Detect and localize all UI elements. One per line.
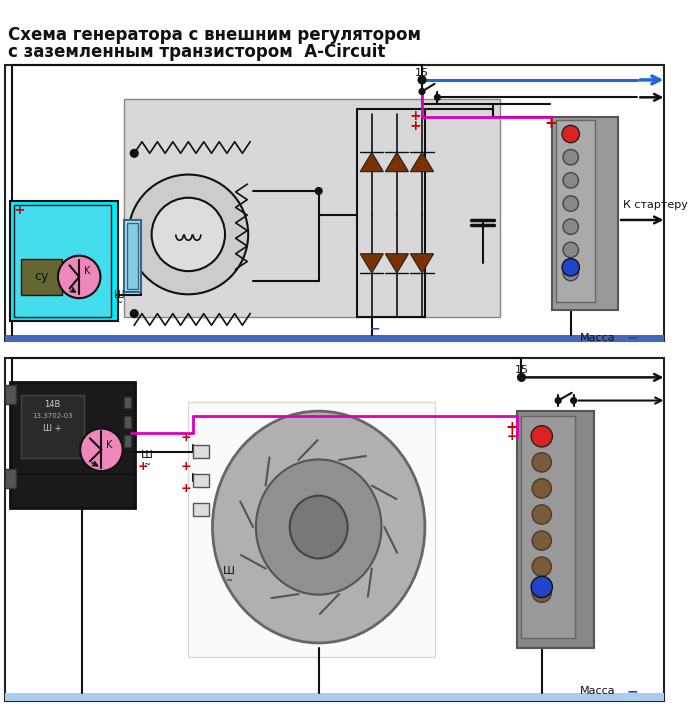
Text: +: +: [409, 109, 421, 123]
Bar: [127, 223, 138, 288]
Circle shape: [532, 531, 551, 550]
Polygon shape: [386, 152, 409, 172]
Text: +: +: [181, 482, 191, 495]
Text: ~: ~: [116, 298, 122, 308]
Bar: [5, 335, 665, 342]
Circle shape: [434, 94, 441, 100]
Bar: [5, 358, 665, 701]
Text: 14B: 14B: [44, 400, 61, 409]
Circle shape: [531, 426, 553, 447]
Text: +: +: [507, 430, 517, 443]
Text: +: +: [544, 116, 557, 131]
Text: Масса: Масса: [580, 686, 615, 696]
Circle shape: [419, 88, 425, 94]
Circle shape: [532, 479, 551, 498]
Ellipse shape: [256, 459, 381, 595]
Circle shape: [532, 505, 551, 524]
Circle shape: [315, 188, 322, 194]
Bar: [5, 693, 665, 701]
Ellipse shape: [212, 411, 425, 643]
Bar: [5, 469, 17, 488]
Bar: [124, 99, 500, 316]
Bar: [5, 385, 17, 404]
Text: 15: 15: [415, 68, 429, 78]
Bar: [189, 401, 434, 657]
Circle shape: [80, 429, 122, 471]
Text: −: −: [626, 331, 638, 345]
Text: +: +: [138, 459, 148, 472]
Bar: [556, 121, 595, 302]
Text: ~: ~: [226, 576, 232, 585]
Polygon shape: [361, 152, 383, 172]
Bar: [516, 411, 594, 648]
Text: Схема генератора с внешним регулятором: Схема генератора с внешним регулятором: [8, 26, 420, 44]
Circle shape: [58, 256, 100, 298]
Bar: [10, 201, 118, 321]
Circle shape: [563, 127, 578, 142]
Text: +: +: [13, 203, 25, 217]
Bar: [15, 206, 111, 316]
Circle shape: [152, 198, 225, 271]
Text: K: K: [84, 266, 90, 276]
Circle shape: [563, 150, 578, 165]
Bar: [22, 259, 62, 296]
Bar: [22, 395, 84, 457]
Circle shape: [532, 426, 551, 446]
Ellipse shape: [290, 495, 348, 559]
Text: К стартеру: К стартеру: [623, 201, 688, 211]
Text: 15: 15: [514, 365, 528, 375]
Bar: [193, 503, 209, 516]
Text: су: су: [34, 270, 49, 283]
Polygon shape: [411, 152, 434, 172]
Bar: [124, 435, 132, 447]
Circle shape: [563, 242, 578, 257]
Circle shape: [418, 76, 426, 84]
Text: Ш +: Ш +: [43, 424, 61, 433]
Text: +: +: [505, 420, 519, 435]
Text: −: −: [626, 684, 638, 698]
Text: Ш: Ш: [223, 566, 235, 575]
Bar: [10, 383, 135, 508]
Text: +: +: [409, 119, 421, 133]
Circle shape: [130, 310, 138, 318]
Text: K: K: [106, 440, 112, 450]
Circle shape: [563, 265, 578, 281]
Text: +: +: [181, 431, 191, 444]
Text: +: +: [181, 459, 191, 472]
Circle shape: [562, 125, 580, 142]
Polygon shape: [386, 254, 409, 273]
Bar: [193, 445, 209, 459]
Bar: [5, 65, 665, 341]
Circle shape: [518, 373, 525, 381]
Bar: [521, 416, 575, 638]
Circle shape: [532, 453, 551, 472]
Circle shape: [130, 150, 138, 157]
Bar: [124, 220, 141, 293]
Text: 13.3702-03: 13.3702-03: [32, 413, 72, 419]
Polygon shape: [361, 254, 383, 273]
Text: −: −: [370, 323, 380, 336]
Bar: [553, 116, 618, 310]
Circle shape: [531, 577, 553, 597]
Bar: [193, 474, 209, 487]
Circle shape: [532, 557, 551, 577]
Bar: [124, 397, 132, 408]
Text: Ш: Ш: [141, 449, 152, 459]
Circle shape: [555, 398, 561, 403]
Text: Масса: Масса: [580, 333, 615, 343]
Circle shape: [129, 175, 248, 294]
Circle shape: [563, 196, 578, 211]
Circle shape: [571, 398, 576, 403]
Circle shape: [563, 173, 578, 188]
Bar: [124, 416, 132, 428]
Text: Ш: Ш: [113, 290, 124, 301]
Text: с заземленным транзистором  A-Circuit: с заземленным транзистором A-Circuit: [8, 43, 385, 61]
Circle shape: [532, 583, 551, 603]
Polygon shape: [411, 254, 434, 273]
Text: ~: ~: [143, 459, 150, 469]
Circle shape: [563, 219, 578, 234]
Circle shape: [562, 259, 580, 276]
